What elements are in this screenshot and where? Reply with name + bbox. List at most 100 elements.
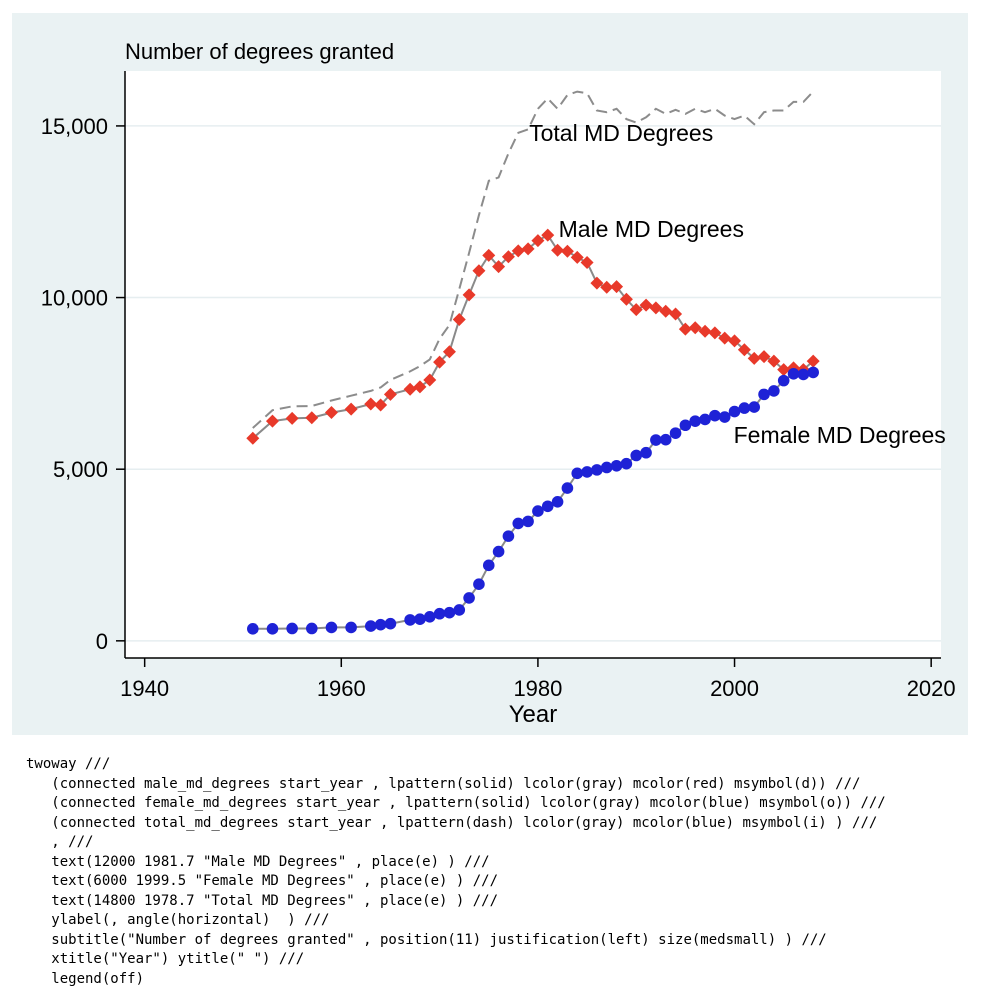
- data-point: [344, 402, 358, 416]
- data-point: [502, 530, 515, 542]
- data-point: [383, 387, 397, 401]
- data-point: [384, 617, 397, 630]
- data-point: [324, 406, 338, 420]
- data-point: [669, 427, 682, 439]
- code-line: ylabel(, angle(horizontal) ) ///: [26, 912, 330, 928]
- data-point: [747, 351, 761, 365]
- data-point: [688, 321, 702, 335]
- data-point: [600, 280, 614, 294]
- code-line: text(6000 1999.5 "Female MD Degrees" , p…: [26, 873, 499, 889]
- data-point: [521, 242, 535, 256]
- data-point: [364, 620, 377, 632]
- data-point: [718, 331, 732, 345]
- data-point: [492, 545, 505, 558]
- x-tick-label: 2020: [907, 676, 956, 701]
- data-point: [482, 559, 495, 572]
- data-point: [532, 505, 544, 517]
- data-point: [560, 244, 574, 258]
- line-chart: 0 5,000 10,000 15,000 1940 1960 1980 2000 2020 Ye…: [41, 39, 956, 728]
- data-point: [501, 250, 515, 264]
- plot-area: [125, 71, 941, 658]
- data-point: [679, 419, 692, 432]
- data-point: [728, 334, 742, 348]
- data-point: [600, 461, 613, 474]
- data-point: [777, 374, 790, 387]
- data-point: [669, 307, 683, 321]
- data-point: [551, 496, 564, 508]
- data-point: [571, 467, 584, 480]
- data-point: [650, 434, 662, 446]
- data-point: [757, 350, 771, 364]
- data-point: [374, 618, 387, 631]
- data-point: [619, 292, 633, 306]
- stata-code-block: twoway /// (connected male_md_degrees st…: [26, 755, 976, 989]
- data-point: [364, 397, 378, 411]
- data-point: [473, 578, 485, 590]
- code-line: xtitle("Year") ytitle(" ") ///: [26, 951, 305, 967]
- y-tick-label: 15,000: [41, 114, 108, 139]
- data-point: [305, 411, 319, 425]
- data-point: [531, 234, 545, 248]
- data-point: [718, 411, 731, 423]
- data-point: [423, 373, 437, 387]
- data-point: [472, 264, 486, 278]
- code-line: text(12000 1981.7 "Male MD Degrees" , pl…: [26, 853, 490, 870]
- data-point: [570, 250, 584, 264]
- data-point: [482, 248, 496, 262]
- data-point: [678, 322, 692, 336]
- data-point: [708, 326, 722, 340]
- data-point: [709, 409, 721, 422]
- data-point: [266, 623, 279, 635]
- data-point: [728, 405, 741, 418]
- chart-subtitle: Number of degrees granted: [125, 39, 394, 64]
- x-tick-label: 2000: [710, 676, 759, 701]
- data-point: [767, 354, 781, 368]
- chart-panel: 0 5,000 10,000 15,000 1940 1960 1980 2000 2020 Ye…: [12, 13, 968, 735]
- x-tick-label: 1940: [120, 676, 169, 701]
- data-point: [265, 414, 279, 428]
- data-point: [551, 243, 565, 257]
- data-point: [443, 606, 456, 619]
- series-annotation: Male MD Degrees: [559, 216, 744, 242]
- code-line: , ///: [26, 834, 94, 850]
- data-point: [689, 415, 702, 427]
- data-point: [639, 298, 653, 312]
- code-line: (connected male_md_degrees start_year , …: [26, 775, 861, 792]
- data-point: [433, 355, 447, 369]
- series-line: [252, 90, 814, 429]
- data-point: [787, 367, 800, 380]
- code-line: text(14800 1978.7 "Total MD Degrees" , p…: [26, 892, 499, 909]
- data-point: [659, 304, 673, 318]
- x-tick-label: 1960: [317, 676, 366, 701]
- data-point: [649, 301, 663, 315]
- data-point: [246, 431, 260, 445]
- data-point: [591, 464, 603, 476]
- data-point: [345, 621, 357, 634]
- data-point: [738, 402, 751, 414]
- series-female-md-degrees: [247, 366, 819, 635]
- y-tick-label: 0: [96, 629, 108, 654]
- data-point: [453, 604, 466, 616]
- series-annotation: Total MD Degrees: [529, 120, 713, 146]
- data-point: [610, 459, 623, 472]
- data-point: [580, 256, 594, 270]
- x-tick-label: 1980: [513, 676, 562, 701]
- data-point: [699, 413, 711, 426]
- data-point: [758, 388, 770, 401]
- data-point: [433, 607, 446, 620]
- series-total-md-degrees: [252, 90, 814, 429]
- data-point: [737, 343, 751, 357]
- data-point: [413, 380, 427, 394]
- series-annotation: Female MD Degrees: [734, 422, 946, 448]
- code-line: (connected female_md_degrees start_year …: [26, 795, 886, 811]
- x-axis-title: Year: [509, 701, 558, 728]
- data-point: [659, 433, 672, 446]
- code-line: subtitle("Number of degrees granted" , p…: [26, 931, 827, 948]
- data-point: [640, 446, 652, 459]
- data-point: [590, 276, 604, 290]
- data-point: [512, 517, 525, 530]
- data-point: [806, 354, 820, 368]
- data-point: [325, 621, 338, 634]
- data-point: [414, 613, 426, 626]
- data-point: [462, 288, 476, 302]
